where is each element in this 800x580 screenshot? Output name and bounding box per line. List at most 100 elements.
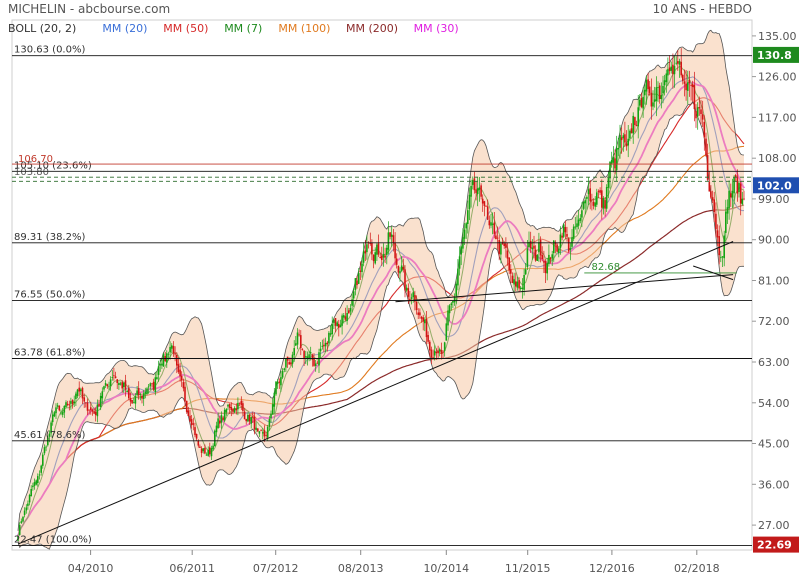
candle-body [596, 192, 598, 205]
candle-body [490, 222, 492, 226]
candle-body [710, 191, 712, 198]
candle-body [458, 256, 461, 269]
candle-body [687, 82, 689, 91]
candle-body [407, 288, 410, 297]
candle-body [488, 220, 491, 226]
candle-body [275, 381, 277, 395]
candle-body [362, 251, 365, 263]
candle-body [199, 446, 201, 448]
candle-body [86, 402, 89, 411]
candle-body [295, 343, 297, 346]
candle-body [551, 254, 553, 259]
candle-body [447, 310, 449, 326]
candle-body [564, 227, 567, 233]
candle-body [733, 177, 735, 194]
bollinger-upper [17, 29, 745, 531]
candle-body [133, 402, 135, 404]
candle-body [536, 254, 539, 261]
x-tick-label: 10/2014 [423, 562, 469, 575]
candle-body [392, 235, 395, 243]
candle-body [50, 422, 52, 434]
candle-body [349, 308, 352, 312]
candle-body [204, 447, 206, 454]
candle-body [622, 135, 625, 139]
candle-body [172, 345, 175, 354]
candle-body [321, 345, 324, 347]
candle-body [597, 191, 600, 193]
candle-body [344, 316, 347, 320]
candle-body [78, 387, 80, 392]
candle-body [650, 92, 653, 107]
candle-body [409, 298, 411, 301]
y-tick-label: 135.00 [758, 30, 797, 43]
candle-body [424, 319, 426, 324]
candle-body [106, 384, 109, 387]
candle-body [346, 313, 348, 321]
candle-body [118, 383, 120, 385]
candle-body [473, 178, 476, 191]
candle-body [688, 80, 691, 83]
candle-body [80, 389, 82, 392]
candle-body [260, 430, 262, 432]
candle-body [149, 383, 152, 387]
price-badge [753, 177, 799, 194]
candle-body [22, 516, 24, 522]
candle-body [645, 79, 648, 92]
x-axis: 04/2010 06/2011 07/2012 08/2013 10/2014 11/20… [68, 550, 720, 575]
candle-body [32, 485, 34, 488]
candle-body [680, 61, 682, 76]
candle-body [68, 404, 71, 406]
candle-body [271, 404, 274, 415]
x-tick-label: 06/2011 [169, 562, 215, 575]
candle-body [381, 255, 383, 260]
candle-body [314, 363, 317, 366]
candle-body [207, 450, 209, 456]
candle-body [326, 342, 329, 345]
candle-body [152, 381, 155, 390]
candle-body [389, 232, 391, 237]
candle-body [703, 121, 706, 138]
candle-body [491, 223, 494, 225]
candle-body [76, 389, 79, 397]
candle-body [637, 107, 639, 127]
candle-body [219, 420, 221, 424]
candle-body [108, 386, 110, 388]
candle-body [708, 182, 711, 192]
candle-body [452, 301, 454, 303]
candle-body [268, 419, 271, 427]
candle-body [223, 409, 226, 421]
candle-body [672, 64, 674, 75]
candle-body [113, 375, 115, 377]
candle-body [480, 185, 482, 197]
candle-body [541, 254, 543, 260]
candle-body [187, 410, 190, 417]
candle-body [348, 310, 350, 314]
bollinger-lower [17, 100, 744, 550]
candle-body [377, 243, 380, 255]
candle-body [189, 415, 191, 422]
candle-body [119, 383, 122, 385]
y-tick-label: 36.00 [758, 478, 790, 491]
candle-body [161, 363, 163, 366]
support-label: 82.68 [592, 262, 621, 273]
candle-body [300, 335, 302, 349]
candle-body [566, 234, 568, 237]
candle-body [419, 312, 421, 316]
candle-body [736, 176, 739, 194]
candle-body [617, 148, 620, 150]
candle-body [270, 413, 272, 419]
candle-body [281, 370, 284, 378]
candle-body [422, 317, 424, 322]
candle-body [404, 269, 406, 291]
candle-body [653, 99, 656, 102]
candle-body [695, 111, 697, 119]
candle-body [615, 148, 618, 171]
candle-body [273, 392, 276, 407]
price-badge-label: 22.69 [757, 539, 792, 552]
candle-body [96, 404, 99, 417]
candle-body [240, 400, 243, 405]
candle-body [116, 379, 118, 383]
y-tick-label: 45.00 [758, 438, 790, 451]
candle-body [25, 507, 28, 511]
candle-body [630, 128, 633, 134]
